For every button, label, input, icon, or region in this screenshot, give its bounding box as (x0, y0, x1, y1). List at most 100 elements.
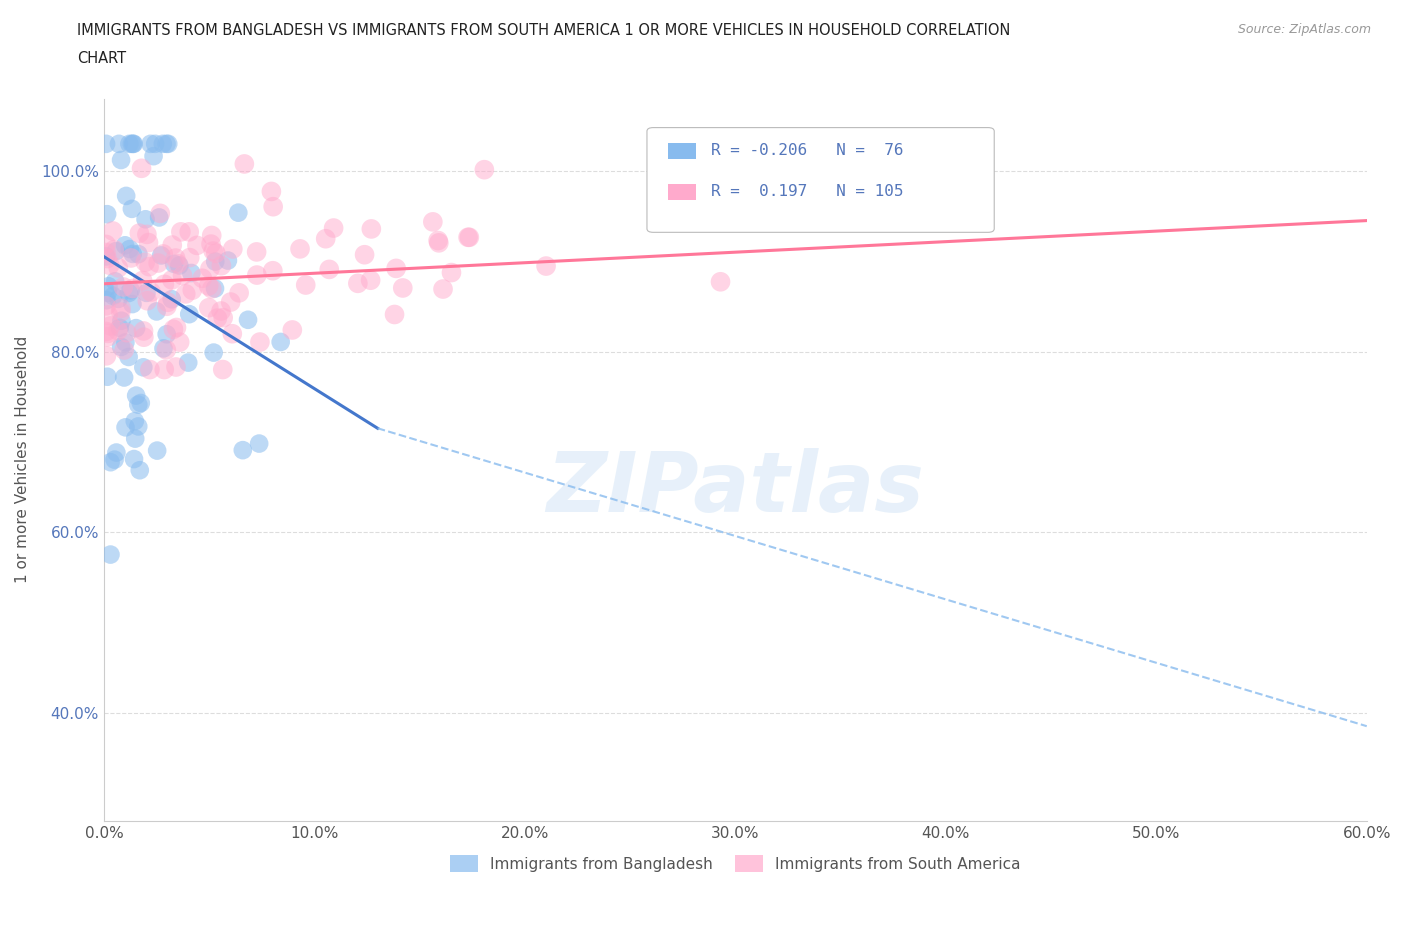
Point (270, 335, 292, 350)
Point (112, 342, 135, 357)
Point (160, 272, 183, 287)
Point (105, 244, 128, 259)
Point (120, 283, 142, 298)
Point (97, 329, 120, 344)
Point (112, 280, 135, 295)
Point (110, 313, 132, 328)
Point (162, 238, 184, 253)
Point (103, 242, 125, 257)
Point (97, 286, 120, 300)
Point (201, 282, 224, 297)
Point (96, 206, 118, 221)
Point (152, 246, 174, 261)
Point (174, 286, 197, 301)
Point (145, 304, 167, 319)
Point (138, 235, 160, 250)
Point (122, 452, 145, 467)
Point (120, 250, 142, 265)
Point (94, 324, 117, 339)
Point (107, 260, 129, 275)
Point (97, 308, 120, 323)
Point (246, 245, 269, 259)
Point (94, 246, 117, 260)
Point (101, 223, 124, 238)
Point (152, 341, 174, 356)
Point (318, 262, 340, 277)
Point (156, 299, 179, 313)
Point (186, 238, 208, 253)
Point (152, 137, 174, 152)
Point (204, 281, 226, 296)
Point (202, 244, 225, 259)
Point (96, 349, 118, 364)
Point (262, 199, 284, 214)
Point (169, 258, 191, 272)
Point (458, 230, 481, 245)
Point (422, 215, 444, 230)
Point (143, 137, 166, 152)
Point (125, 321, 148, 336)
Point (177, 355, 200, 370)
Point (353, 247, 375, 262)
Point (457, 230, 479, 245)
Point (131, 161, 153, 176)
Text: CHART: CHART (77, 51, 127, 66)
Point (146, 444, 169, 458)
Point (124, 414, 146, 429)
Point (124, 432, 146, 446)
Point (247, 436, 270, 451)
Point (204, 254, 226, 269)
Point (122, 137, 145, 152)
Point (155, 137, 177, 152)
Point (160, 292, 183, 307)
Point (472, 162, 495, 177)
Point (226, 206, 249, 220)
Point (107, 291, 129, 306)
Point (246, 268, 269, 283)
Text: R = -0.206   N =  76: R = -0.206 N = 76 (711, 143, 904, 158)
Point (135, 227, 157, 242)
Point (138, 259, 160, 274)
Point (156, 295, 179, 310)
Point (209, 259, 232, 273)
FancyBboxPatch shape (668, 143, 696, 159)
Point (165, 360, 187, 375)
Point (96, 251, 118, 266)
Point (114, 420, 136, 435)
Point (179, 307, 201, 322)
Point (139, 137, 162, 152)
Point (391, 281, 413, 296)
Point (315, 232, 337, 246)
Y-axis label: 1 or more Vehicles in Household: 1 or more Vehicles in Household (15, 337, 30, 583)
Point (125, 388, 148, 403)
Point (107, 324, 129, 339)
Point (201, 228, 224, 243)
Point (155, 342, 177, 357)
Point (233, 156, 256, 171)
Point (135, 286, 157, 300)
Point (179, 224, 201, 239)
Point (132, 324, 155, 339)
Point (110, 339, 132, 354)
Point (94, 299, 117, 313)
Point (96, 369, 118, 384)
Point (294, 277, 316, 292)
Text: Source: ZipAtlas.com: Source: ZipAtlas.com (1237, 23, 1371, 36)
Point (709, 274, 731, 289)
Point (180, 266, 202, 281)
Point (110, 300, 132, 315)
Point (347, 276, 370, 291)
Point (94, 137, 117, 152)
Point (100, 455, 122, 470)
Point (149, 206, 172, 220)
Text: ZIPatlas: ZIPatlas (547, 448, 924, 529)
Point (127, 397, 149, 412)
FancyBboxPatch shape (647, 127, 994, 232)
Point (427, 235, 450, 250)
Point (121, 137, 143, 152)
Point (221, 326, 243, 341)
Point (219, 295, 242, 310)
Point (172, 268, 194, 283)
Point (132, 360, 155, 375)
Point (121, 246, 143, 261)
